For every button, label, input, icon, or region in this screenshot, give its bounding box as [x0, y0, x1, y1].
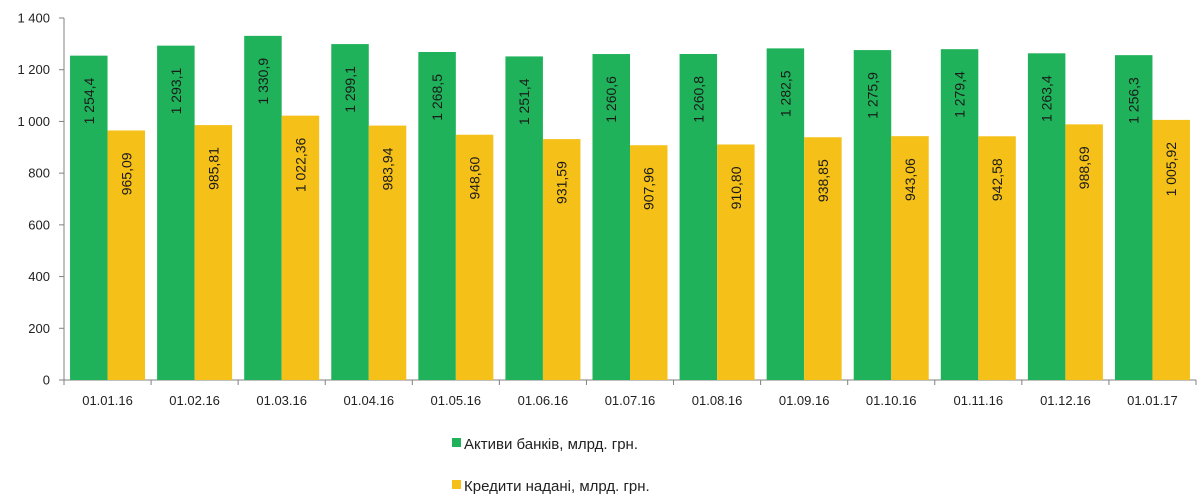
x-tick-label: 01.08.16 — [692, 393, 743, 408]
assets-data-label: 1 254,4 — [81, 77, 97, 124]
assets-data-label: 1 330,9 — [255, 58, 271, 105]
assets-bar — [1027, 53, 1066, 380]
legend-swatch — [452, 438, 461, 447]
loans-bar — [455, 134, 494, 380]
loans-data-label: 988,69 — [1076, 146, 1092, 189]
assets-bar — [853, 50, 892, 380]
x-tick-label: 01.12.16 — [1040, 393, 1091, 408]
x-axis: 01.01.16 01.02.16 01.03.16 01.04.16 01.05.16… — [63, 379, 1197, 408]
assets-bar — [1114, 55, 1153, 381]
assets-data-label: 1 256,3 — [1126, 77, 1142, 124]
legend-swatch — [452, 480, 461, 489]
x-tick-label: 01.01.16 — [82, 393, 133, 408]
x-tick-label: 01.07.16 — [605, 393, 656, 408]
assets-data-label: 1 282,5 — [777, 70, 793, 117]
assets-bar — [70, 55, 108, 380]
assets-data-label: 1 275,9 — [864, 72, 880, 119]
assets-data-label: 1 279,4 — [952, 71, 968, 118]
y-tick-label: 200 — [28, 321, 50, 336]
loans-data-label: 943,06 — [902, 158, 918, 201]
loans-bar — [630, 145, 668, 380]
loans-bar — [542, 139, 581, 380]
assets-bar — [766, 48, 805, 380]
y-tick-label: 1 200 — [17, 62, 50, 77]
loans-bar — [194, 125, 233, 380]
y-axis: 0 200 400 600 800 1 000 1 200 1 400 — [17, 11, 65, 388]
bars — [70, 35, 1190, 381]
assets-bar — [940, 49, 979, 380]
x-tick-label: 01.03.16 — [256, 393, 307, 408]
assets-data-label: 1 251,4 — [516, 78, 532, 125]
assets-bar — [505, 56, 543, 381]
loans-data-label: 942,58 — [989, 158, 1005, 201]
y-tick-label: 0 — [43, 373, 50, 388]
loans-data-label: 983,94 — [380, 147, 396, 190]
x-tick-label: 01.04.16 — [343, 393, 394, 408]
loans-data-label: 938,85 — [815, 159, 831, 202]
assets-bar — [592, 54, 630, 380]
assets-data-label: 1 260,6 — [603, 76, 619, 123]
assets-data-label: 1 299,1 — [342, 66, 358, 113]
assets-bar — [331, 44, 369, 381]
loans-data-label: 948,60 — [467, 157, 483, 200]
loans-bar — [1065, 124, 1103, 380]
x-tick-label: 01.10.16 — [866, 393, 917, 408]
loans-bar — [717, 144, 755, 380]
loans-data-label: 985,81 — [205, 147, 221, 190]
loans-bar — [107, 130, 146, 380]
loans-bar — [1152, 119, 1190, 380]
loans-data-label: 931,59 — [554, 161, 570, 204]
y-tick-label: 1 000 — [17, 114, 50, 129]
loans-data-label: 910,80 — [728, 166, 744, 209]
y-tick-label: 800 — [28, 166, 50, 181]
legend-label: Активи банків, млрд. грн. — [464, 436, 638, 453]
loans-bar — [978, 136, 1016, 380]
loans-bar — [281, 115, 320, 380]
assets-data-label: 1 293,1 — [168, 67, 184, 114]
assets-bar — [244, 35, 282, 381]
x-tick-label: 01.05.16 — [431, 393, 482, 408]
legend-label: Кредити надані, млрд. грн. — [464, 478, 650, 495]
x-tick-label: 01.02.16 — [169, 393, 220, 408]
loans-data-label: 907,96 — [641, 167, 657, 210]
data-labels: 1 254,4 965,09 1 293,1 985,81 1 330,9 1 022,3… — [81, 58, 1179, 210]
loans-data-label: 965,09 — [118, 152, 134, 195]
assets-data-label: 1 260,8 — [690, 76, 706, 123]
y-tick-label: 400 — [28, 269, 50, 284]
assets-data-label: 1 263,4 — [1039, 75, 1055, 122]
legend: Активи банків, млрд. грн. Кредити надані,… — [452, 436, 650, 495]
assets-bar — [418, 52, 456, 381]
x-tick-label: 01.09.16 — [779, 393, 830, 408]
y-tick-label: 600 — [28, 217, 50, 232]
assets-bar — [157, 45, 195, 380]
assets-bar — [679, 53, 718, 381]
assets-data-label: 1 268,5 — [429, 74, 445, 121]
x-tick-label: 01.06.16 — [518, 393, 569, 408]
loans-bar — [368, 125, 407, 380]
loans-data-label: 1 022,36 — [292, 137, 308, 192]
loans-bar — [891, 136, 929, 380]
x-tick-label: 01.11.16 — [953, 393, 1003, 408]
loans-bar — [804, 137, 842, 380]
x-tick-label: 01.01.17 — [1127, 393, 1178, 408]
y-tick-label: 1 400 — [17, 11, 50, 26]
loans-data-label: 1 005,92 — [1163, 142, 1179, 197]
